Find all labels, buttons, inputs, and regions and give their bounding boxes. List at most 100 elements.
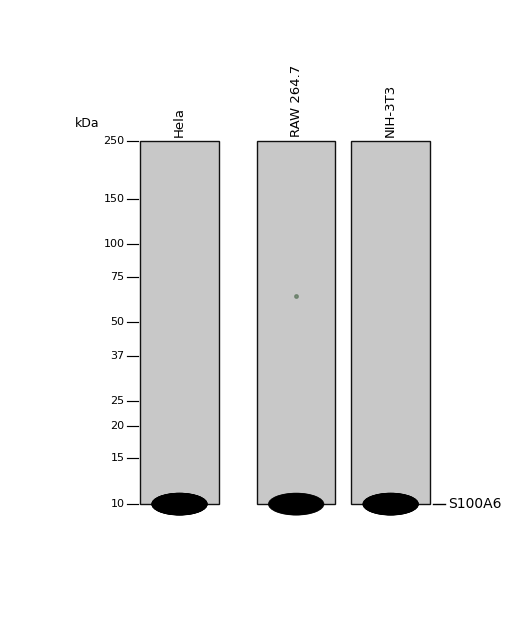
Ellipse shape bbox=[155, 494, 203, 513]
Text: 10: 10 bbox=[111, 499, 125, 509]
Ellipse shape bbox=[270, 494, 323, 515]
Ellipse shape bbox=[152, 493, 207, 515]
Ellipse shape bbox=[153, 494, 206, 515]
Ellipse shape bbox=[154, 494, 206, 515]
Ellipse shape bbox=[363, 493, 418, 515]
Ellipse shape bbox=[273, 495, 320, 513]
Ellipse shape bbox=[157, 496, 202, 513]
Ellipse shape bbox=[366, 494, 415, 514]
Ellipse shape bbox=[156, 495, 203, 513]
Ellipse shape bbox=[152, 493, 208, 515]
Bar bbox=[257, 141, 335, 504]
Ellipse shape bbox=[366, 494, 415, 514]
Ellipse shape bbox=[270, 494, 322, 515]
Ellipse shape bbox=[155, 494, 204, 514]
Ellipse shape bbox=[156, 495, 203, 513]
Ellipse shape bbox=[269, 494, 323, 515]
Ellipse shape bbox=[151, 493, 208, 516]
Ellipse shape bbox=[269, 493, 323, 515]
Ellipse shape bbox=[368, 496, 413, 513]
Ellipse shape bbox=[155, 494, 204, 514]
Ellipse shape bbox=[152, 493, 207, 515]
Ellipse shape bbox=[272, 494, 320, 513]
Ellipse shape bbox=[273, 495, 319, 513]
Ellipse shape bbox=[154, 494, 205, 514]
Ellipse shape bbox=[268, 493, 324, 515]
Ellipse shape bbox=[270, 494, 322, 515]
Ellipse shape bbox=[366, 494, 415, 513]
Ellipse shape bbox=[269, 493, 324, 515]
Ellipse shape bbox=[271, 494, 322, 514]
Ellipse shape bbox=[268, 493, 324, 515]
Bar bbox=[351, 141, 430, 504]
Ellipse shape bbox=[153, 493, 207, 515]
Ellipse shape bbox=[364, 494, 417, 515]
Ellipse shape bbox=[367, 495, 414, 513]
Text: 150: 150 bbox=[103, 194, 125, 204]
Ellipse shape bbox=[155, 494, 204, 514]
Text: Hela: Hela bbox=[173, 107, 186, 137]
Ellipse shape bbox=[363, 493, 418, 515]
Ellipse shape bbox=[153, 494, 206, 515]
Ellipse shape bbox=[269, 493, 323, 515]
Ellipse shape bbox=[365, 494, 416, 515]
Ellipse shape bbox=[365, 494, 416, 514]
Ellipse shape bbox=[271, 494, 321, 514]
Ellipse shape bbox=[363, 493, 418, 515]
Ellipse shape bbox=[268, 493, 324, 516]
Text: 250: 250 bbox=[103, 136, 125, 146]
Text: 20: 20 bbox=[110, 421, 125, 431]
Ellipse shape bbox=[157, 496, 202, 513]
Ellipse shape bbox=[368, 495, 414, 513]
Ellipse shape bbox=[366, 494, 416, 514]
Ellipse shape bbox=[154, 494, 206, 515]
Text: kDa: kDa bbox=[75, 117, 99, 130]
Ellipse shape bbox=[367, 495, 415, 513]
Text: NIH-3T3: NIH-3T3 bbox=[384, 84, 397, 137]
Ellipse shape bbox=[365, 494, 416, 514]
Ellipse shape bbox=[270, 494, 322, 515]
Ellipse shape bbox=[156, 495, 202, 513]
Ellipse shape bbox=[153, 494, 206, 515]
Ellipse shape bbox=[155, 494, 204, 514]
Text: 15: 15 bbox=[111, 454, 125, 464]
Ellipse shape bbox=[362, 493, 419, 516]
Ellipse shape bbox=[156, 495, 203, 513]
Ellipse shape bbox=[272, 495, 320, 513]
Ellipse shape bbox=[272, 495, 320, 513]
Ellipse shape bbox=[366, 494, 415, 514]
Ellipse shape bbox=[152, 493, 208, 515]
Ellipse shape bbox=[272, 495, 320, 513]
Ellipse shape bbox=[272, 495, 320, 513]
Ellipse shape bbox=[271, 494, 321, 514]
Ellipse shape bbox=[274, 496, 319, 513]
Ellipse shape bbox=[364, 493, 418, 515]
Text: S100A6: S100A6 bbox=[448, 497, 502, 511]
Ellipse shape bbox=[269, 493, 323, 515]
Ellipse shape bbox=[368, 496, 413, 513]
Text: RAW 264.7: RAW 264.7 bbox=[290, 65, 303, 137]
Ellipse shape bbox=[270, 494, 322, 515]
Ellipse shape bbox=[271, 494, 321, 514]
Ellipse shape bbox=[156, 495, 203, 513]
Ellipse shape bbox=[272, 494, 321, 514]
Ellipse shape bbox=[364, 493, 417, 515]
Ellipse shape bbox=[270, 494, 322, 515]
Ellipse shape bbox=[157, 496, 202, 513]
Text: 50: 50 bbox=[111, 318, 125, 328]
Ellipse shape bbox=[364, 494, 417, 515]
Ellipse shape bbox=[155, 494, 204, 514]
Ellipse shape bbox=[271, 494, 321, 514]
Ellipse shape bbox=[154, 494, 204, 514]
Ellipse shape bbox=[365, 494, 416, 515]
Text: 75: 75 bbox=[110, 272, 125, 282]
Ellipse shape bbox=[273, 495, 319, 513]
Ellipse shape bbox=[365, 494, 417, 515]
Ellipse shape bbox=[365, 494, 416, 514]
Ellipse shape bbox=[154, 494, 205, 515]
Ellipse shape bbox=[367, 495, 414, 513]
Ellipse shape bbox=[153, 493, 207, 515]
Ellipse shape bbox=[271, 494, 321, 514]
Ellipse shape bbox=[153, 493, 207, 515]
Ellipse shape bbox=[363, 493, 418, 515]
